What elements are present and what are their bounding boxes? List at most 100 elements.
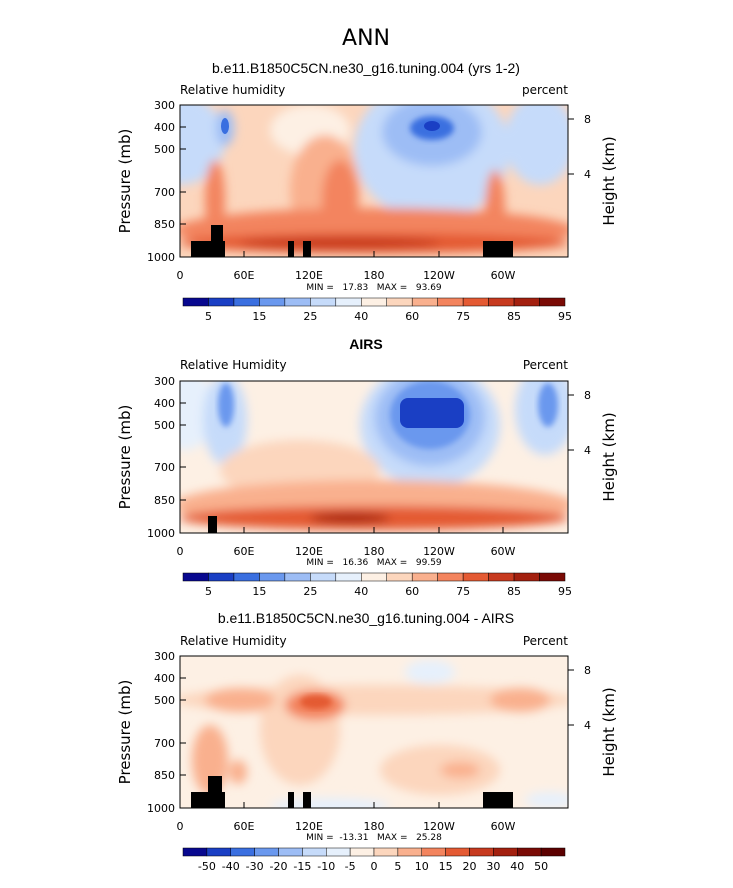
ytick-label: 400 bbox=[154, 121, 175, 134]
ytick-label: 850 bbox=[154, 769, 175, 782]
colorbar-swatch bbox=[335, 572, 362, 582]
colorbar-tick-label: 15 bbox=[252, 310, 266, 323]
colorbar-tick-label: 60 bbox=[405, 310, 419, 323]
colorbar-swatch bbox=[310, 572, 337, 582]
y2tick-label: 4 bbox=[584, 168, 591, 181]
y2-axis-title: Height (km) bbox=[600, 412, 618, 501]
ytick-label: 850 bbox=[154, 218, 175, 231]
colorbar-swatch bbox=[361, 297, 387, 307]
xtick-label: 120W bbox=[423, 820, 455, 833]
xtick-label: 0 bbox=[177, 269, 184, 282]
colorbar-tick-label: -20 bbox=[270, 860, 288, 873]
colorbar-swatch bbox=[310, 297, 337, 307]
colorbar-tick-label: 15 bbox=[252, 585, 266, 598]
colorbar-swatch bbox=[421, 847, 446, 857]
y-axis-ticks: 300 400 500 700 850 1000 bbox=[147, 375, 186, 540]
colorbar: -50 -40 -30 -20 -15 -10 -5 0 5 10 15 20 30 40 50 bbox=[182, 847, 566, 873]
y2-axis-ticks: 8 4 bbox=[568, 664, 591, 732]
panel-airs: AIRS Relative Humidity Percent bbox=[116, 336, 618, 598]
ytick-label: 1000 bbox=[147, 251, 175, 264]
chart-title: b.e11.B1850C5CN.ne30_g16.tuning.004 - AI… bbox=[218, 610, 514, 626]
x-axis-ticks: 0 60E 120E 180 120W 60W bbox=[177, 802, 516, 833]
colorbar-swatch bbox=[386, 572, 413, 582]
y-axis-title: Pressure (mb) bbox=[116, 680, 134, 785]
y-axis-ticks: 300 400 500 700 850 1000 bbox=[147, 650, 186, 815]
xtick-label: 120W bbox=[423, 545, 455, 558]
colorbar-swatch bbox=[182, 572, 209, 582]
colorbar-swatch bbox=[540, 847, 566, 857]
colorbar-swatch bbox=[488, 297, 515, 307]
colorbar-swatch bbox=[206, 847, 231, 857]
colorbar-tick-label: -40 bbox=[222, 860, 240, 873]
colorbar-tick-label: 20 bbox=[463, 860, 477, 873]
colorbar-swatch bbox=[278, 847, 303, 857]
min-max-stats: MIN = 17.83 MAX = 93.69 bbox=[306, 283, 442, 293]
xtick-label: 0 bbox=[177, 820, 184, 833]
colorbar-swatch bbox=[411, 297, 438, 307]
colorbar-tick-label: 40 bbox=[510, 860, 524, 873]
xtick-label: 60E bbox=[234, 545, 255, 558]
colorbar-tick-label: 75 bbox=[456, 310, 470, 323]
colorbar-swatch bbox=[539, 572, 566, 582]
ytick-label: 700 bbox=[154, 186, 175, 199]
ytick-label: 500 bbox=[154, 419, 175, 432]
colorbar-swatch bbox=[513, 572, 540, 582]
contour-field bbox=[180, 656, 568, 808]
y2tick-label: 8 bbox=[584, 113, 591, 126]
min-max-stats: MIN = -13.31 MAX = 25.28 bbox=[306, 833, 442, 843]
colorbar-swatch bbox=[335, 297, 362, 307]
colorbar-swatch bbox=[302, 847, 327, 857]
ytick-label: 500 bbox=[154, 143, 175, 156]
colorbar-swatch bbox=[462, 297, 489, 307]
colorbar-swatch bbox=[386, 297, 413, 307]
colorbar-swatch bbox=[254, 847, 279, 857]
xtick-label: 60W bbox=[491, 820, 516, 833]
panel-difference: b.e11.B1850C5CN.ne30_g16.tuning.004 - AI… bbox=[116, 610, 618, 873]
ytick-label: 850 bbox=[154, 494, 175, 507]
xtick-label: 120W bbox=[423, 269, 455, 282]
colorbar-swatch bbox=[326, 847, 351, 857]
colorbar-swatch bbox=[493, 847, 518, 857]
xtick-label: 180 bbox=[364, 269, 385, 282]
xtick-label: 60W bbox=[491, 545, 516, 558]
ytick-label: 300 bbox=[154, 375, 175, 388]
xtick-label: 60E bbox=[234, 820, 255, 833]
colorbar-tick-label: 95 bbox=[558, 585, 572, 598]
ytick-label: 400 bbox=[154, 397, 175, 410]
colorbar-swatch bbox=[259, 297, 286, 307]
field-label: Relative Humidity bbox=[180, 634, 287, 648]
panel-model: b.e11.B1850C5CN.ne30_g16.tuning.004 (yrs… bbox=[116, 60, 618, 323]
units-label: Percent bbox=[523, 634, 568, 648]
colorbar-tick-label: 15 bbox=[439, 860, 453, 873]
colorbar-swatch bbox=[284, 297, 311, 307]
colorbar-swatch bbox=[233, 572, 260, 582]
colorbar-swatch bbox=[208, 572, 235, 582]
ytick-label: 700 bbox=[154, 461, 175, 474]
colorbar-tick-label: 85 bbox=[507, 310, 521, 323]
units-label: percent bbox=[522, 83, 568, 97]
colorbar-swatch bbox=[230, 847, 255, 857]
ytick-label: 500 bbox=[154, 694, 175, 707]
xtick-label: 0 bbox=[177, 545, 184, 558]
colorbar-tick-label: 10 bbox=[415, 860, 429, 873]
field-label: Relative humidity bbox=[180, 83, 285, 97]
y-axis-title: Pressure (mb) bbox=[116, 129, 134, 234]
ytick-label: 700 bbox=[154, 737, 175, 750]
colorbar-swatch bbox=[488, 572, 515, 582]
colorbar-swatch bbox=[349, 847, 375, 857]
y-axis-ticks: 300 400 500 700 850 1000 bbox=[147, 99, 186, 264]
colorbar-tick-label: -5 bbox=[345, 860, 356, 873]
colorbar-tick-label: 30 bbox=[486, 860, 500, 873]
colorbar-tick-label: -15 bbox=[293, 860, 311, 873]
ytick-label: 1000 bbox=[147, 802, 175, 815]
colorbar-tick-label: 75 bbox=[456, 585, 470, 598]
ytick-label: 1000 bbox=[147, 527, 175, 540]
y2-axis-ticks: 8 4 bbox=[568, 113, 591, 181]
colorbar-swatch bbox=[259, 572, 286, 582]
page-title: ANN bbox=[342, 26, 390, 51]
colorbar-swatch bbox=[469, 847, 494, 857]
colorbar-tick-label: 60 bbox=[405, 585, 419, 598]
contour-field bbox=[180, 105, 568, 257]
xtick-label: 180 bbox=[364, 545, 385, 558]
ytick-label: 300 bbox=[154, 650, 175, 663]
